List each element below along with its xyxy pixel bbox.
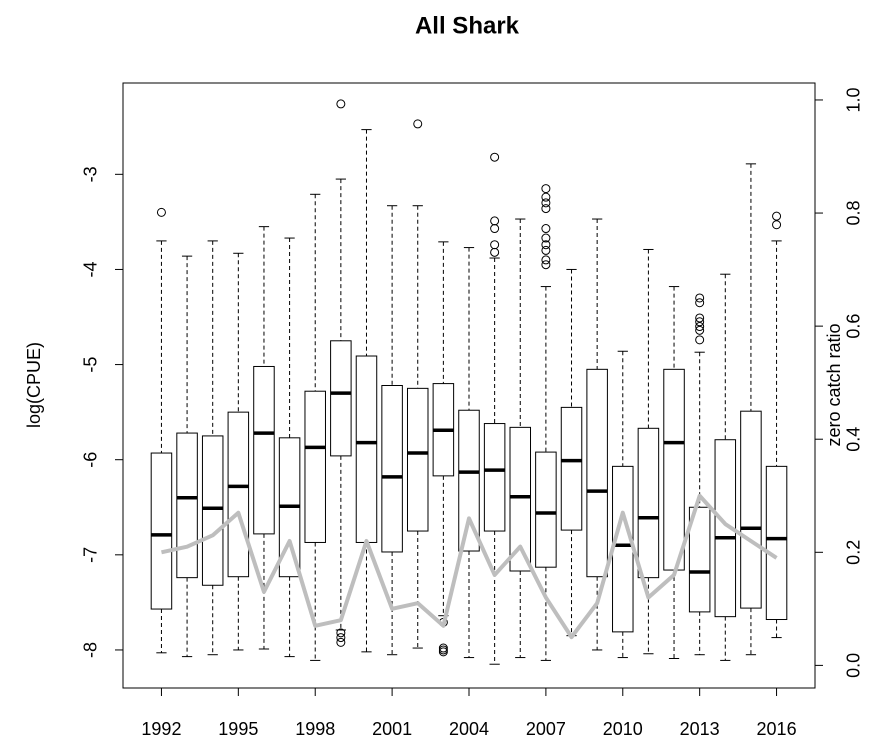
x-tick-label: 1992 bbox=[141, 719, 181, 739]
outlier bbox=[695, 335, 705, 345]
box bbox=[355, 355, 378, 543]
outlier bbox=[541, 204, 551, 214]
box bbox=[765, 465, 788, 621]
outlier bbox=[541, 198, 551, 208]
box bbox=[714, 439, 737, 618]
y-tick-label: -4 bbox=[81, 261, 101, 277]
box bbox=[612, 465, 634, 633]
x-tick-label: 1998 bbox=[295, 719, 335, 739]
y-axis-title: log(CPUE) bbox=[24, 342, 44, 428]
outlier bbox=[541, 260, 551, 270]
x-tick-label: 2001 bbox=[372, 719, 412, 739]
outlier bbox=[490, 224, 500, 234]
outlier bbox=[541, 192, 551, 202]
box bbox=[227, 411, 250, 578]
ratio-line bbox=[161, 493, 778, 640]
outlier bbox=[413, 119, 423, 129]
outlier bbox=[336, 99, 346, 109]
x-tick-label: 2007 bbox=[526, 719, 566, 739]
box bbox=[740, 410, 762, 609]
y2-tick-label: 0.8 bbox=[844, 201, 864, 226]
plot-frame bbox=[122, 82, 816, 689]
outlier bbox=[772, 211, 782, 221]
y2-tick-label: 0.2 bbox=[844, 540, 864, 565]
box bbox=[663, 368, 685, 571]
y-tick-label: -6 bbox=[81, 452, 101, 468]
outlier bbox=[541, 184, 551, 194]
box bbox=[381, 385, 403, 553]
outlier bbox=[695, 322, 705, 332]
outlier bbox=[490, 216, 500, 226]
outlier bbox=[695, 293, 705, 303]
box bbox=[150, 452, 173, 610]
outlier bbox=[336, 628, 346, 638]
chart-title: All Shark bbox=[415, 12, 520, 39]
outlier bbox=[695, 325, 705, 335]
outlier bbox=[541, 240, 551, 250]
x-tick-label: 2013 bbox=[680, 719, 720, 739]
box bbox=[458, 409, 480, 552]
y2-tick-label: 0.0 bbox=[844, 653, 864, 678]
x-tick-label: 2004 bbox=[449, 719, 489, 739]
outlier bbox=[772, 220, 782, 230]
box bbox=[330, 340, 352, 457]
outlier bbox=[156, 207, 166, 217]
outlier bbox=[336, 637, 346, 647]
outlier bbox=[490, 240, 500, 250]
box bbox=[560, 406, 583, 531]
y2-tick-label: 1.0 bbox=[844, 87, 864, 112]
box bbox=[688, 506, 711, 613]
y-tick-label: -3 bbox=[81, 166, 101, 182]
box bbox=[586, 368, 608, 578]
outlier bbox=[336, 633, 346, 643]
box bbox=[637, 427, 660, 579]
y-tick-label: -8 bbox=[81, 642, 101, 658]
box bbox=[535, 451, 557, 568]
outlier bbox=[695, 313, 705, 323]
outlier bbox=[490, 247, 500, 257]
outlier bbox=[541, 245, 551, 255]
box bbox=[483, 423, 506, 532]
x-tick-label: 1995 bbox=[218, 719, 258, 739]
outlier bbox=[541, 224, 551, 234]
outlier bbox=[541, 255, 551, 265]
outlier bbox=[490, 152, 500, 162]
box bbox=[176, 432, 198, 579]
box bbox=[406, 387, 429, 532]
outlier bbox=[541, 233, 551, 243]
box bbox=[509, 426, 532, 572]
outlier bbox=[438, 647, 448, 657]
box bbox=[253, 365, 275, 535]
y2-tick-label: 0.6 bbox=[844, 314, 864, 339]
y2-tick-label: 0.4 bbox=[844, 427, 864, 452]
y2-axis-title: zero catch ratio bbox=[824, 323, 844, 446]
box bbox=[201, 435, 224, 586]
outlier bbox=[695, 298, 705, 308]
y-tick-label: -7 bbox=[81, 547, 101, 563]
x-tick-label: 2016 bbox=[757, 719, 797, 739]
outlier bbox=[438, 645, 448, 655]
outlier bbox=[695, 317, 705, 327]
y-tick-label: -5 bbox=[81, 357, 101, 373]
x-tick-label: 2010 bbox=[603, 719, 643, 739]
box bbox=[304, 390, 326, 543]
